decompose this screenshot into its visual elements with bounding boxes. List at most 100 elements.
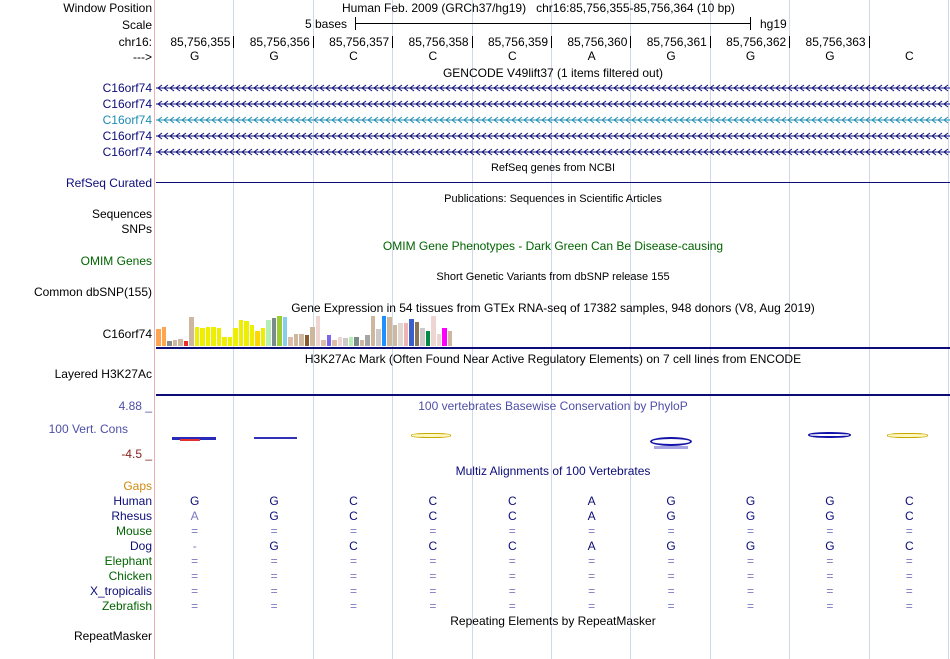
- phylop-label[interactable]: 100 Vert. Cons: [48, 422, 128, 436]
- ruler-tick: [789, 36, 791, 48]
- gtex-tissue-bar[interactable]: [205, 327, 211, 346]
- gtex-tissue-bar[interactable]: [233, 328, 238, 346]
- gtex-tissue-bar[interactable]: [315, 316, 321, 346]
- gencode-gene-label[interactable]: C16orf74: [102, 97, 152, 111]
- gtex-tissue-bar[interactable]: [282, 317, 288, 346]
- alignment-base: =: [191, 599, 199, 613]
- species-label[interactable]: Elephant: [104, 554, 152, 568]
- gtex-tissue-bar[interactable]: [442, 328, 447, 346]
- gtex-tissue-bar[interactable]: [249, 325, 255, 346]
- gtex-tissue-bar[interactable]: [343, 338, 348, 346]
- gencode-gene-label[interactable]: C16orf74: [102, 129, 152, 143]
- alignment-base: =: [746, 554, 754, 568]
- snps-label[interactable]: SNPs: [121, 222, 152, 236]
- gtex-tissue-bar[interactable]: [178, 339, 183, 346]
- gencode-gene-label[interactable]: C16orf74: [102, 113, 152, 127]
- gtex-tissue-bar[interactable]: [211, 327, 216, 346]
- species-label[interactable]: X_tropicalis: [89, 584, 152, 598]
- gtex-tissue-bar[interactable]: [194, 327, 200, 346]
- gtex-tissue-bar[interactable]: [398, 323, 403, 346]
- gtex-tissue-bar[interactable]: [447, 331, 453, 346]
- gtex-tissue-bar[interactable]: [403, 323, 409, 346]
- gtex-tissue-bar[interactable]: [409, 319, 414, 346]
- alignment-base: =: [349, 554, 357, 568]
- gencode-gene-line[interactable]: [156, 97, 950, 111]
- alignment-base: G: [666, 494, 676, 508]
- ruler-position: 85,756,357: [329, 35, 390, 49]
- species-label[interactable]: Dog: [129, 539, 152, 553]
- gtex-tissue-bar[interactable]: [359, 340, 365, 346]
- gtex-tissue-bar[interactable]: [431, 316, 436, 346]
- gtex-tissue-bar[interactable]: [161, 327, 167, 346]
- gtex-tissue-bar[interactable]: [277, 316, 282, 346]
- gtex-tissue-bar[interactable]: [216, 328, 222, 346]
- gtex-tissue-bar[interactable]: [381, 316, 387, 346]
- omim-label[interactable]: OMIM Genes: [80, 254, 152, 268]
- alignment-base: =: [270, 569, 278, 583]
- species-label[interactable]: Chicken: [108, 569, 152, 583]
- h3k27ac-label[interactable]: Layered H3K27Ac: [54, 367, 152, 381]
- gtex-tissue-bar[interactable]: [167, 341, 172, 346]
- repeatmasker-label[interactable]: RepeatMasker: [73, 629, 152, 643]
- gtex-tissue-bar[interactable]: [392, 325, 398, 346]
- multiz-title: Multiz Alignments of 100 Vertebrates: [455, 464, 651, 478]
- grid-line: [630, 0, 632, 659]
- sequences-label[interactable]: Sequences: [91, 207, 152, 221]
- refseq-label[interactable]: RefSeq Curated: [65, 176, 152, 190]
- gencode-gene-line[interactable]: [156, 113, 950, 127]
- alignment-base: =: [191, 524, 199, 538]
- gtex-tissue-bar[interactable]: [370, 316, 376, 346]
- gtex-tissue-bar[interactable]: [183, 341, 189, 346]
- gtex-tissue-bar[interactable]: [332, 340, 337, 346]
- gtex-tissue-bar[interactable]: [156, 329, 161, 346]
- gtex-tissue-bar[interactable]: [425, 331, 431, 346]
- gtex-tissue-bar[interactable]: [310, 327, 315, 346]
- gaps-label[interactable]: Gaps: [123, 479, 152, 493]
- reference-base: C: [349, 49, 358, 63]
- reference-base: G: [190, 49, 200, 63]
- gtex-tissue-bar[interactable]: [189, 317, 194, 346]
- gencode-gene-line[interactable]: [156, 145, 950, 159]
- gtex-tissue-bar[interactable]: [414, 322, 420, 346]
- gtex-tissue-bar[interactable]: [238, 320, 244, 346]
- gtex-tissue-bar[interactable]: [222, 337, 227, 346]
- gtex-tissue-bar[interactable]: [271, 318, 277, 346]
- gtex-tissue-bar[interactable]: [266, 320, 271, 346]
- gtex-label[interactable]: C16orf74: [102, 327, 152, 341]
- grid-line: [868, 0, 870, 659]
- gtex-tissue-bar[interactable]: [260, 328, 266, 346]
- gtex-tissue-bar[interactable]: [172, 340, 178, 346]
- gtex-tissue-bar[interactable]: [304, 335, 310, 346]
- gtex-tissue-bar[interactable]: [348, 337, 354, 346]
- gtex-tissue-bar[interactable]: [376, 329, 381, 346]
- gencode-gene-label[interactable]: C16orf74: [102, 81, 152, 95]
- gtex-tissue-bar[interactable]: [337, 337, 343, 346]
- phylop-mark: [411, 433, 451, 438]
- refseq-gene-line[interactable]: [156, 182, 950, 183]
- gtex-tissue-bar[interactable]: [365, 335, 370, 346]
- gtex-tissue-bar[interactable]: [321, 340, 326, 346]
- species-label[interactable]: Human: [113, 494, 152, 508]
- gtex-tissue-bar[interactable]: [354, 337, 359, 346]
- gtex-tissue-bar[interactable]: [326, 335, 332, 346]
- gencode-gene-line[interactable]: [156, 81, 950, 95]
- species-label[interactable]: Rhesus: [111, 509, 152, 523]
- species-label[interactable]: Zebrafish: [101, 599, 152, 613]
- gtex-tissue-bar[interactable]: [436, 334, 442, 346]
- gtex-tissue-bar[interactable]: [255, 331, 260, 346]
- gtex-tissue-bar[interactable]: [288, 337, 293, 346]
- species-label[interactable]: Mouse: [115, 524, 152, 538]
- gencode-gene-line[interactable]: [156, 129, 950, 143]
- alignment-base: =: [905, 584, 913, 598]
- phylop-mark: [172, 437, 216, 440]
- gtex-tissue-bar[interactable]: [227, 337, 233, 346]
- dbsnp-label[interactable]: Common dbSNP(155): [33, 285, 152, 299]
- reference-base: C: [507, 49, 517, 63]
- gtex-tissue-bar[interactable]: [299, 334, 304, 346]
- gtex-tissue-bar[interactable]: [420, 328, 425, 346]
- gtex-tissue-bar[interactable]: [387, 317, 392, 346]
- gtex-tissue-bar[interactable]: [244, 321, 249, 346]
- gencode-gene-label[interactable]: C16orf74: [102, 145, 152, 159]
- gtex-tissue-bar[interactable]: [293, 334, 299, 346]
- gtex-tissue-bar[interactable]: [200, 328, 205, 346]
